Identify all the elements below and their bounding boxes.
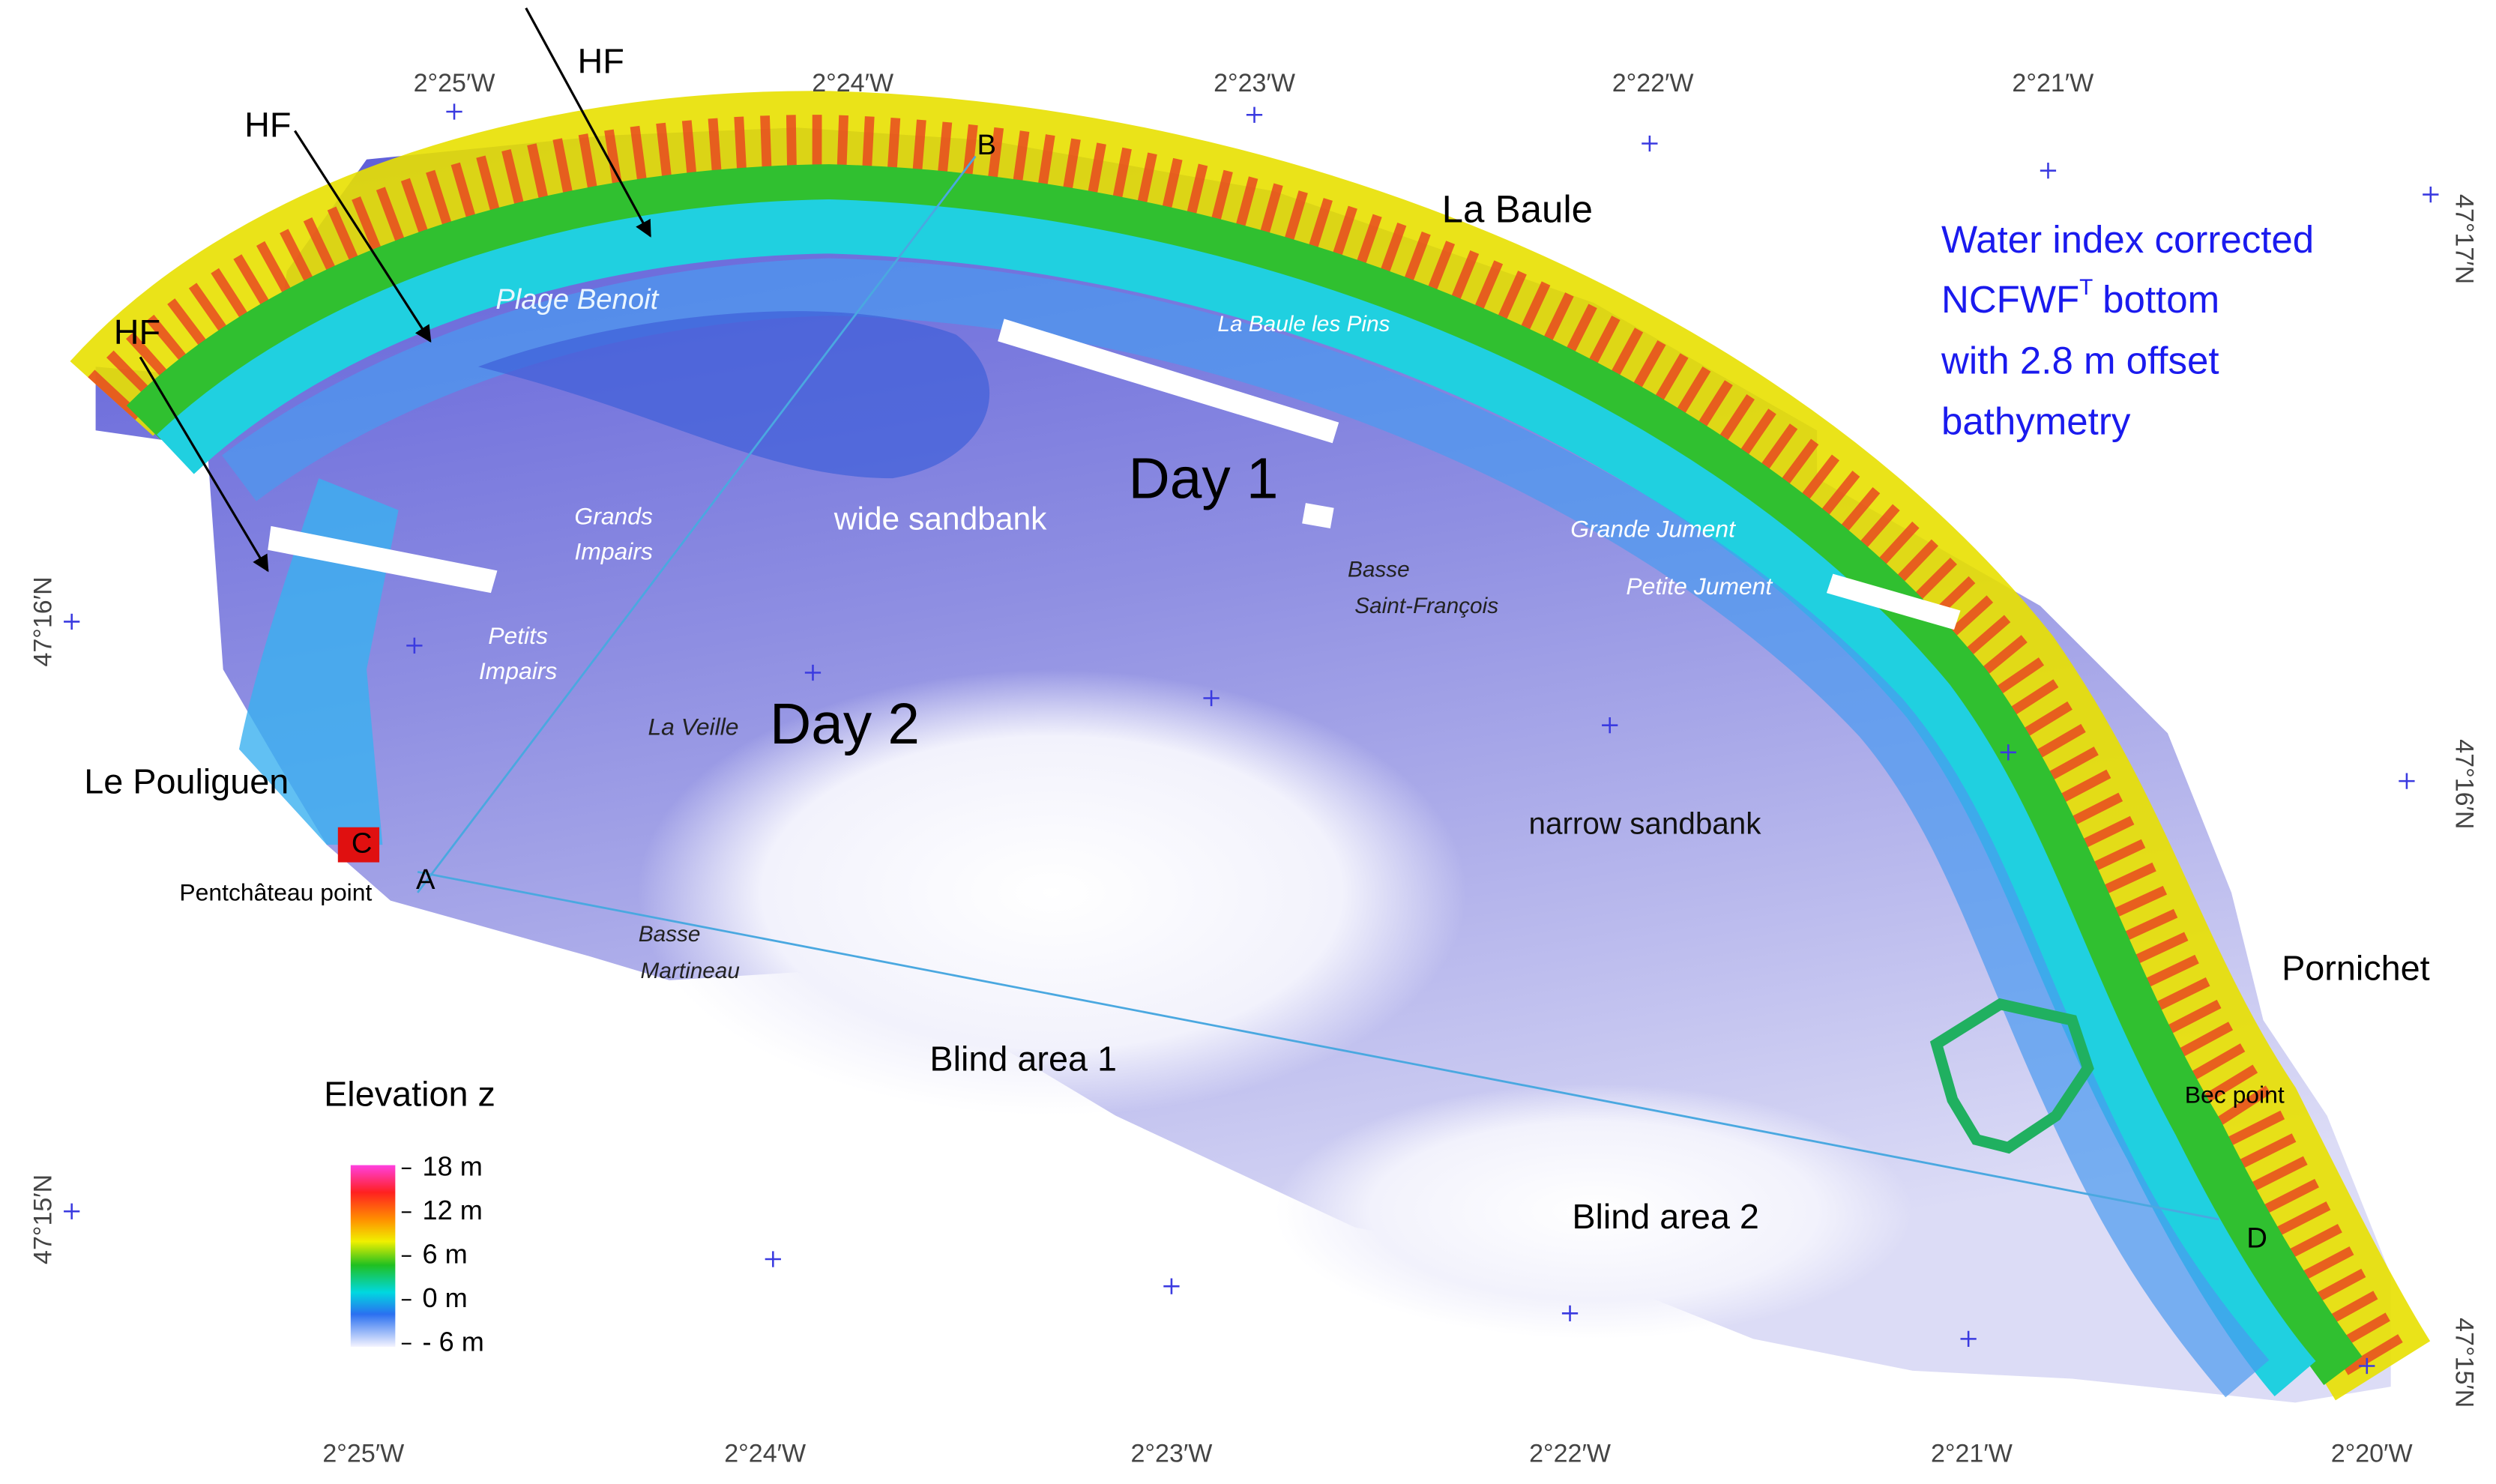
note-text: NCFWF	[1941, 279, 2079, 322]
bottom-lon-label: 2°23′W	[1131, 1440, 1213, 1468]
hf-arrows	[139, 7, 651, 573]
place-label: B	[977, 129, 996, 161]
left-lat-label: 47°15′N	[29, 1174, 58, 1264]
place-label: Day 2	[770, 693, 920, 756]
place-label: Basse	[639, 922, 701, 947]
legend-tick-label: 18 m	[423, 1150, 483, 1181]
top-lon-label: 2°25′W	[414, 69, 495, 97]
top-lon-label: 2°21′W	[2012, 69, 2093, 97]
place-label: La Baule les Pins	[1217, 312, 1390, 337]
bathymetry	[70, 91, 2431, 1403]
place-label: Blind area 2	[1572, 1197, 1759, 1236]
place-label: Petite Jument	[1626, 573, 1773, 600]
legend-tick-label: 6 m	[423, 1238, 468, 1269]
place-label: Basse	[1348, 557, 1410, 582]
note-line: bathymetry	[1941, 399, 2131, 442]
place-label: Impairs	[574, 537, 653, 564]
place-label: Pentchâteau point	[179, 878, 372, 905]
bottom-lon-label: 2°25′W	[322, 1440, 404, 1468]
note-line: Water index corrected	[1941, 218, 2314, 261]
right-lat-label: 47°15′N	[2450, 1318, 2478, 1408]
place-label: C	[352, 827, 373, 859]
place-label: Day 1	[1128, 447, 1278, 511]
place-label: D	[2246, 1222, 2267, 1255]
place-label: Grande Jument	[1570, 516, 1736, 543]
place-label: A	[416, 863, 435, 896]
place-label: Pornichet	[2282, 949, 2430, 988]
legend-tick-label: 0 m	[423, 1282, 468, 1313]
place-label: Plage Benoit	[495, 283, 659, 316]
graticule	[64, 103, 2439, 1375]
place-label: Grands	[574, 503, 653, 530]
note-line: NCFWFT bottom	[1941, 275, 2219, 322]
place-label: narrow sandbank	[1529, 806, 1762, 840]
right-lat-label: 47°16′N	[2450, 739, 2478, 829]
legend-tick-label: - 6 m	[423, 1326, 484, 1357]
place-label: Impairs	[479, 657, 558, 684]
top-lon-label: 2°23′W	[1214, 69, 1295, 97]
note-sup: T	[2079, 275, 2093, 300]
place-label: La Veille	[648, 713, 738, 740]
top-lon-label: 2°22′W	[1612, 69, 1694, 97]
place-label: Le Pouliguen	[84, 762, 289, 801]
colorbar	[350, 1165, 396, 1347]
legend-tick-label: 12 m	[423, 1195, 483, 1225]
bottom-lon-label: 2°20′W	[2331, 1440, 2413, 1468]
place-label: Saint-François	[1354, 594, 1498, 618]
place-label: Blind area 1	[929, 1040, 1117, 1079]
c-marker-bg	[337, 827, 380, 863]
place-label: HF	[577, 42, 624, 81]
place-label: Bec point	[2185, 1082, 2285, 1109]
bottom-lon-label: 2°22′W	[1529, 1440, 1611, 1468]
place-label: Martineau	[641, 959, 740, 983]
profile-lines	[417, 155, 2219, 1221]
bottom-lon-label: 2°24′W	[724, 1440, 806, 1468]
place-label: La Baule	[1442, 187, 1593, 230]
place-label: wide sandbank	[833, 502, 1047, 537]
place-label: HF	[114, 313, 160, 352]
note-line: with 2.8 m offset	[1941, 339, 2219, 381]
bottom-lon-label: 2°21′W	[1931, 1440, 2013, 1468]
left-lat-label: 47°16′N	[29, 576, 58, 666]
top-lon-label: 2°24′W	[812, 69, 893, 97]
note-text: bottom	[2102, 279, 2219, 322]
legend-title: Elevation z	[324, 1074, 495, 1113]
right-lat-label: 47°17′N	[2450, 194, 2478, 284]
place-label: Petits	[488, 622, 548, 649]
place-label: HF	[244, 106, 291, 145]
